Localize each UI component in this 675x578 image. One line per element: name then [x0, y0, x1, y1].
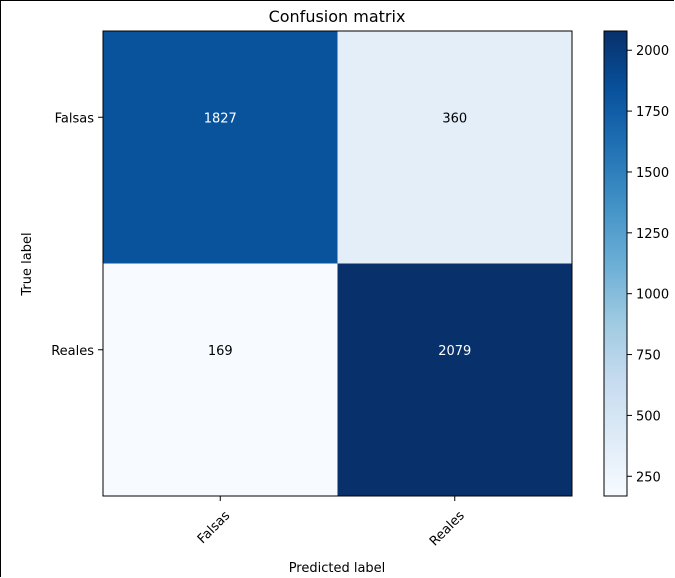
cell-value-label: 2079: [438, 344, 471, 359]
colorbar-ticks: 250 500 750 1000 1250 1500 1750 2000: [627, 44, 669, 485]
heatmap-cells: 1827 360 169 2079: [103, 31, 572, 496]
heatmap-cell: [337, 263, 572, 496]
heatmap-cell: [103, 263, 338, 496]
cell-value-label: 169: [208, 344, 233, 359]
plot-area-border: [102, 30, 573, 497]
cell-value-label: 1827: [204, 111, 237, 126]
colorbar-tick-label: 1000: [636, 288, 669, 303]
y-axis-ticks: Falsas Reales: [51, 111, 103, 359]
colorbar-tick-label: 2000: [636, 44, 669, 59]
y-tick-label: Falsas: [55, 111, 95, 126]
heatmap-cell: [337, 31, 572, 264]
colorbar-tick-label: 1250: [636, 227, 669, 242]
chart-title: Confusion matrix: [269, 7, 406, 26]
colorbar-tick-label: 750: [636, 349, 661, 364]
colorbar: [603, 30, 628, 497]
heatmap-cell: [103, 31, 338, 264]
colorbar-tick-label: 250: [636, 470, 661, 485]
colorbar-tick-label: 500: [636, 409, 661, 424]
x-axis-label: Predicted label: [289, 561, 386, 576]
colorbar-tick-label: 1500: [636, 166, 669, 181]
cell-value-label: 360: [442, 111, 467, 126]
x-tick-label: Reales: [427, 508, 468, 549]
x-axis-ticks: Falsas Reales: [195, 496, 468, 549]
colorbar-tick-label: 1750: [636, 105, 669, 120]
x-tick-label: Falsas: [195, 508, 234, 547]
y-axis-label: True label: [20, 232, 35, 296]
y-tick-label: Reales: [51, 344, 94, 359]
